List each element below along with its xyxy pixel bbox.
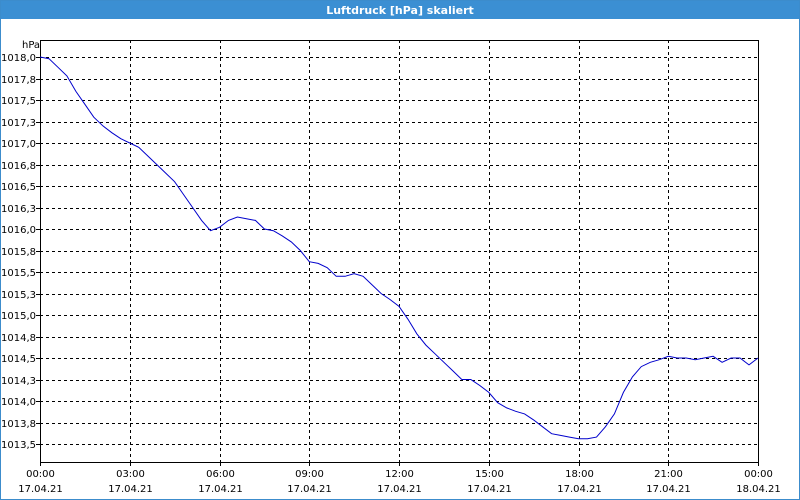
pressure-series-line xyxy=(39,56,759,440)
x-tick-date-label: 17.04.21 xyxy=(18,484,63,495)
x-tick-time-label: 03:00 xyxy=(116,469,145,480)
x-tick-date-label: 17.04.21 xyxy=(287,484,332,495)
y-tick-label: 1013,5 xyxy=(1,440,36,451)
y-axis-unit: hPa xyxy=(22,40,40,51)
x-tick-date-label: 17.04.21 xyxy=(467,484,512,495)
y-tick-label: 1017,5 xyxy=(1,96,36,107)
y-tick-label: 1013,8 xyxy=(1,419,36,430)
x-tick-time-label: 21:00 xyxy=(654,469,683,480)
y-tick-label: 1015,5 xyxy=(1,268,36,279)
x-tick-time-label: 00:00 xyxy=(26,469,55,480)
x-tick-time-label: 12:00 xyxy=(385,469,414,480)
x-tick-time-label: 15:00 xyxy=(475,469,504,480)
y-tick-label: 1016,5 xyxy=(1,182,36,193)
y-tick-label: 1017,8 xyxy=(1,75,36,86)
x-tick-time-label: 09:00 xyxy=(295,469,324,480)
y-tick-label: 1016,0 xyxy=(1,225,36,236)
chart-title: Luftdruck [hPa] skaliert xyxy=(1,1,799,19)
y-tick-label: 1017,0 xyxy=(1,139,36,150)
y-tick-label: 1016,3 xyxy=(1,204,36,215)
x-tick-time-label: 00:00 xyxy=(744,469,773,480)
y-tick-label: 1014,0 xyxy=(1,397,36,408)
x-tick-date-label: 17.04.21 xyxy=(198,484,243,495)
y-tick-label: 1014,3 xyxy=(1,376,36,387)
x-tick-date-label: 17.04.21 xyxy=(646,484,691,495)
y-tick-label: 1014,5 xyxy=(1,354,36,365)
y-tick-label: 1015,8 xyxy=(1,247,36,258)
x-tick-date-label: 18.04.21 xyxy=(736,484,781,495)
x-tick-date-label: 17.04.21 xyxy=(377,484,422,495)
x-tick-date-label: 17.04.21 xyxy=(108,484,153,495)
x-tick-time-label: 18:00 xyxy=(565,469,594,480)
y-tick-label: 1016,8 xyxy=(1,161,36,172)
y-tick-label: 1014,8 xyxy=(1,333,36,344)
y-tick-label: 1015,3 xyxy=(1,290,36,301)
y-tick-label: 1018,0 xyxy=(1,53,36,64)
x-tick-date-label: 17.04.21 xyxy=(557,484,602,495)
y-tick-label: 1017,3 xyxy=(1,118,36,129)
x-tick-time-label: 06:00 xyxy=(206,469,235,480)
y-tick-label: 1015,0 xyxy=(1,311,36,322)
plot-area-border xyxy=(40,40,759,463)
